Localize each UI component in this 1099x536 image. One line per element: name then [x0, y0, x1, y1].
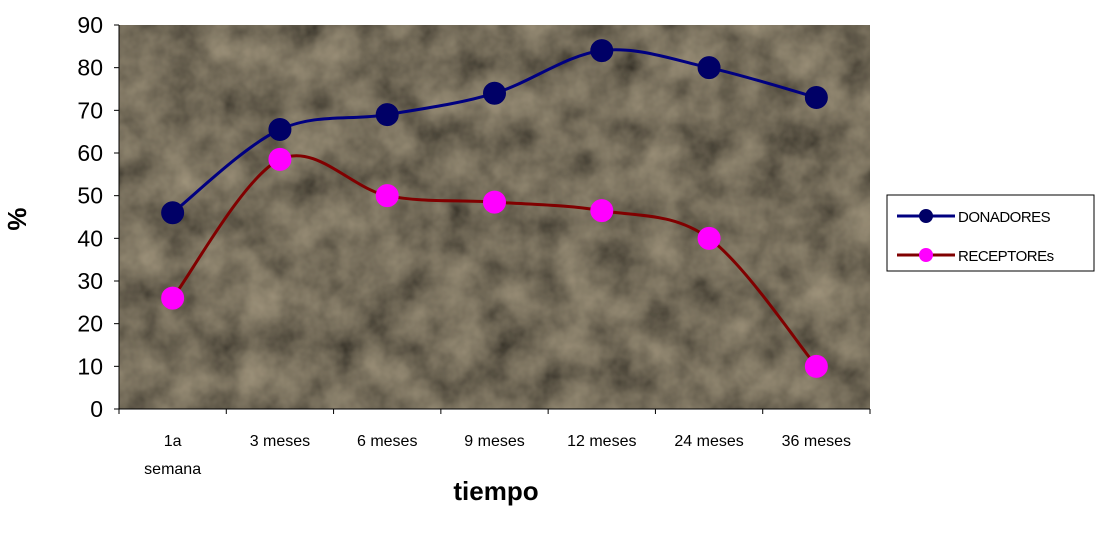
legend-entry: DONADORES: [897, 209, 1051, 226]
series-1: [161, 147, 828, 378]
x-axis-ticks: 1a semana 3 meses 6 meses 9 meses 12 meses 24 …: [118, 409, 871, 478]
legend: DONADORES RECEPTOREs: [886, 194, 1095, 272]
legend-label: DONADORES: [958, 209, 1051, 226]
y-tick-label: 0: [90, 396, 103, 422]
series-layer: [161, 39, 828, 378]
data-point: [268, 147, 292, 171]
y-tick-label: 60: [77, 140, 103, 166]
x-tick-label: 24 meses: [674, 433, 743, 450]
x-tick-label: 36 meses: [782, 433, 851, 450]
data-point: [483, 190, 506, 214]
legend-marker-swatch: [919, 248, 933, 262]
y-tick-label: 40: [77, 225, 103, 251]
legend-entry: RECEPTOREs: [897, 248, 1054, 265]
axes: 0 10 20 30 40 50 60 70 80 90 1a semana 3 meses 6 mes…: [77, 12, 871, 478]
data-point: [590, 199, 614, 223]
x-tick-label: 6 meses: [357, 433, 417, 450]
y-tick-label: 20: [77, 311, 103, 337]
y-tick-label: 80: [77, 55, 103, 81]
data-point: [268, 118, 292, 142]
y-tick-label: 10: [77, 353, 103, 379]
x-tick-label: 3 meses: [250, 433, 310, 450]
y-tick-label: 30: [77, 268, 103, 294]
x-axis-title: tiempo: [453, 476, 538, 506]
data-point: [161, 201, 185, 225]
data-point: [375, 103, 399, 127]
y-tick-label: 90: [77, 12, 103, 38]
data-point: [375, 184, 399, 208]
y-tick-label: 50: [77, 183, 103, 209]
legend-marker-swatch: [919, 209, 933, 223]
x-tick-label: 9 meses: [464, 433, 524, 450]
y-axis-title: %: [2, 207, 32, 230]
legend-label: RECEPTOREs: [958, 248, 1054, 265]
data-point: [804, 86, 828, 110]
x-tick-label: semana: [144, 461, 201, 478]
data-point: [697, 226, 721, 250]
data-point: [483, 81, 506, 105]
x-tick-label: 12 meses: [567, 433, 636, 450]
data-point: [161, 286, 185, 310]
y-tick-label: 70: [77, 97, 103, 123]
data-point: [590, 39, 614, 63]
data-point: [804, 354, 828, 378]
data-point: [697, 56, 721, 80]
series-0: [161, 39, 828, 225]
y-axis-ticks: 0 10 20 30 40 50 60 70 80 90: [77, 12, 119, 422]
x-tick-label: 1a: [164, 433, 182, 450]
